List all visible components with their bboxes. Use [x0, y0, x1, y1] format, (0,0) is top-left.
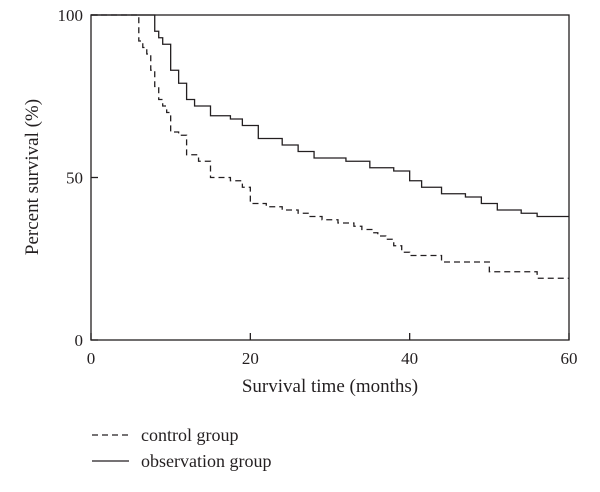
x-tick-label: 0	[87, 349, 96, 368]
x-axis-title: Survival time (months)	[242, 376, 418, 397]
y-tick-label: 100	[58, 6, 84, 25]
legend: control group observation group	[92, 425, 271, 471]
tick-labels: 0 20 40 60 0 50 100	[58, 6, 578, 368]
x-tick-label: 60	[561, 349, 578, 368]
x-tick-label: 40	[401, 349, 418, 368]
plot-frame	[90, 14, 570, 341]
observation-series-line	[91, 14, 569, 218]
control-series-line	[91, 14, 569, 279]
legend-label-control: control group	[141, 425, 238, 445]
series-layer	[91, 14, 569, 279]
legend-label-observation: observation group	[141, 451, 271, 471]
y-axis-title: Percent survival (%)	[22, 99, 43, 255]
y-tick-label: 0	[75, 331, 84, 350]
x-tick-label: 20	[242, 349, 259, 368]
axis-ticks	[90, 14, 570, 341]
y-tick-label: 50	[66, 169, 83, 188]
